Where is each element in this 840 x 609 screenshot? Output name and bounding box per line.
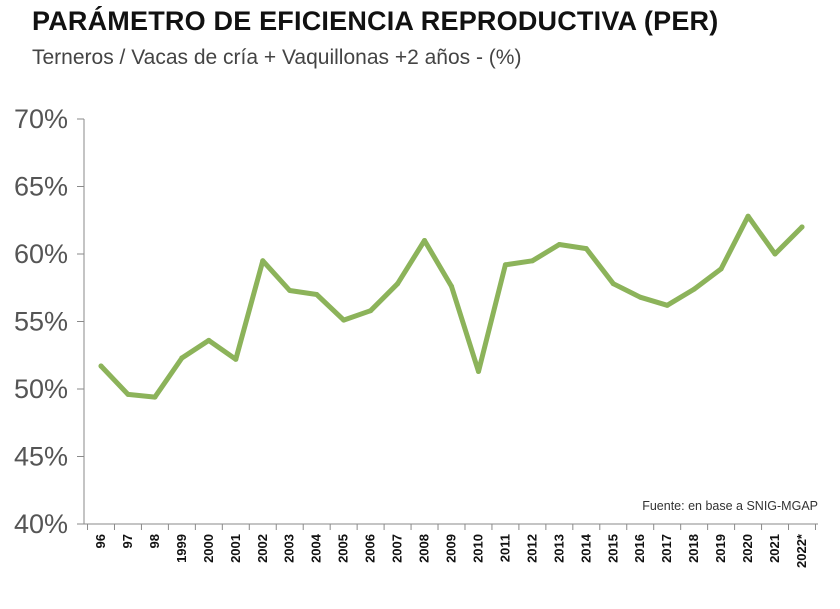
data-point (152, 394, 158, 400)
data-point (98, 363, 104, 369)
x-tick-label: 2017 (659, 534, 674, 563)
data-point (637, 294, 643, 300)
x-tick-label: 2016 (632, 534, 647, 563)
data-point (314, 292, 320, 297)
data-point (691, 286, 697, 292)
data-point (179, 355, 185, 361)
data-point (422, 238, 428, 243)
data-point (449, 283, 454, 289)
data-point (206, 337, 212, 343)
chart-subtitle: Terneros / Vacas de cría + Vaquillonas +… (32, 46, 522, 69)
x-tick-label: 2021 (767, 534, 782, 563)
data-point (233, 356, 239, 362)
x-tick-label: 2005 (336, 534, 351, 563)
y-tick-label: 45% (14, 442, 68, 472)
data-point (718, 266, 724, 272)
data-point (799, 224, 805, 230)
data-point (395, 281, 401, 287)
x-tick-label: 2013 (551, 534, 566, 563)
x-tick-label: 2011 (497, 534, 512, 562)
data-point (502, 262, 508, 268)
data-point (341, 317, 347, 323)
x-tick-label: 2006 (363, 534, 378, 563)
x-tick-label: 2002 (255, 534, 270, 563)
x-tick-label: 2012 (524, 534, 539, 563)
data-point (125, 391, 131, 397)
x-tick-label: 2003 (282, 534, 297, 563)
chart-axes (83, 119, 818, 525)
x-tick-label: 2007 (390, 534, 405, 563)
x-tick-label: 2009 (444, 534, 459, 563)
x-tick-label: 97 (120, 534, 135, 548)
x-axis-ticks: 96 97 98 1999 2000 2001 2002 2003 2004 2005 2006 20… (87, 524, 816, 568)
x-tick-label: 96 (93, 534, 108, 548)
data-point (664, 302, 670, 308)
x-tick-label: 2018 (686, 534, 701, 563)
series-group (98, 213, 805, 400)
x-tick-label: 2001 (228, 534, 243, 563)
data-point (529, 258, 535, 264)
x-tick-label: 2015 (605, 534, 620, 563)
data-point (260, 258, 266, 264)
x-tick-label: 2004 (309, 533, 324, 563)
x-tick-label: 2010 (470, 534, 485, 563)
data-point (287, 287, 293, 293)
y-tick-label: 50% (14, 374, 68, 404)
x-tick-label: 2022* (794, 533, 809, 568)
data-point (368, 308, 374, 314)
y-tick-label: 65% (14, 172, 68, 202)
data-point (556, 242, 562, 248)
x-tick-label: 1999 (174, 534, 189, 563)
data-point (475, 368, 481, 374)
y-tick-label: 40% (14, 509, 68, 539)
data-point (745, 213, 751, 219)
x-tick-label: 2000 (201, 534, 216, 563)
data-point (583, 246, 589, 252)
x-tick-label: 2019 (713, 534, 728, 563)
x-tick-label: 2014 (578, 533, 593, 563)
x-tick-label: 2020 (740, 534, 755, 563)
chart-title: PARÁMETRO DE EFICIENCIA REPRODUCTIVA (PE… (32, 6, 719, 36)
y-tick-label: 70% (14, 104, 68, 134)
series-line-per (98, 213, 805, 400)
data-point (772, 251, 778, 257)
x-tick-label: 2008 (417, 534, 432, 563)
source-note: Fuente: en base a SNIG-MGAP (642, 499, 818, 513)
y-tick-label: 60% (14, 239, 68, 269)
data-point (610, 281, 616, 287)
y-tick-label: 55% (14, 307, 68, 337)
y-axis-ticks: 40% 45% 50% 55% 60% 65% 70% (14, 104, 84, 539)
x-tick-label: 98 (147, 534, 162, 548)
